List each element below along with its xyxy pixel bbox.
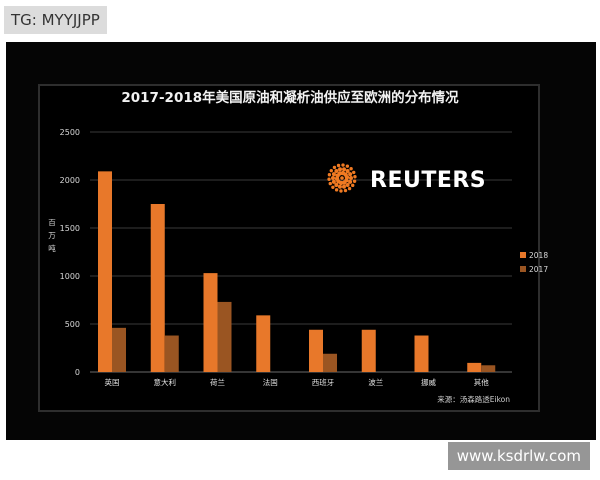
bar-2017	[164, 335, 179, 372]
reuters-logo-dot	[327, 177, 331, 181]
reuters-logo-dot	[347, 186, 352, 191]
site-watermark: www.ksdrlw.com	[447, 442, 590, 470]
y-tick-label: 1000	[60, 272, 80, 281]
reuters-logo-dot	[331, 185, 335, 189]
reuters-logo-dot	[345, 168, 350, 173]
y-tick-label: 500	[65, 320, 80, 329]
reuters-logo-dot	[340, 176, 344, 180]
bar-2018	[256, 315, 271, 372]
y-axis-label: 吨	[48, 243, 56, 253]
reuters-logo-dot	[338, 167, 343, 172]
bar-2017	[217, 301, 232, 372]
reuters-logo-dot	[352, 179, 357, 183]
bar-2017	[112, 327, 126, 372]
bar-2018	[203, 273, 218, 372]
reuters-logo-dot	[348, 172, 353, 177]
y-tick-label: 2000	[60, 176, 80, 185]
x-tick-label: 波兰	[368, 377, 383, 387]
y-tick-label: 2500	[60, 128, 80, 137]
reuters-logo-dot	[342, 167, 347, 172]
reuters-logo-dot	[348, 176, 353, 181]
x-tick-label: 荷兰	[210, 377, 225, 387]
bar-2018	[150, 204, 165, 372]
reuters-logo-dot	[331, 172, 336, 177]
y-axis-label: 万	[48, 231, 56, 240]
legend-label: 2018	[529, 251, 548, 260]
reuters-logo-dot	[334, 183, 339, 188]
legend-label: 2017	[529, 265, 548, 274]
reuters-logo-dot	[337, 184, 342, 189]
bar-2018	[98, 171, 112, 372]
reuters-logo-dot	[341, 184, 346, 189]
reuters-logo-dot	[328, 181, 332, 186]
bar-2018	[467, 362, 482, 372]
reuters-logo-dot	[351, 183, 355, 188]
reuters-logo-dot	[353, 175, 357, 179]
channel-tag: TG: MYYJJPP	[4, 6, 107, 34]
reuters-logo-dot	[348, 179, 353, 184]
x-tick-label: 法国	[263, 377, 278, 387]
reuters-logo-dot	[344, 175, 350, 180]
source-note: 来源：汤森路透Eikon	[437, 394, 510, 404]
reuters-logo-dot	[341, 163, 345, 167]
bar-2018	[361, 329, 376, 372]
reuters-logo-dot	[329, 168, 333, 173]
y-tick-label: 0	[75, 368, 80, 377]
y-axis-label: 百	[48, 218, 56, 227]
x-tick-label: 英国	[105, 377, 120, 387]
reuters-logo-dot	[336, 163, 341, 168]
reuters-wordmark: REUTERS	[370, 168, 486, 193]
reuters-logo-dot	[332, 165, 337, 170]
reuters-logo-dot	[327, 173, 332, 177]
reuters-logo-dot	[345, 183, 350, 188]
x-tick-label: 挪威	[421, 377, 436, 387]
bar-2018	[309, 329, 323, 372]
bar-2018	[414, 335, 429, 372]
y-tick-label: 1500	[60, 224, 80, 233]
reuters-logo-dot	[352, 170, 356, 175]
reuters-logo-dot	[345, 164, 350, 168]
reuters-logo-dot	[349, 167, 353, 171]
legend-swatch-2018	[520, 252, 526, 258]
x-tick-label: 意大利	[154, 377, 177, 387]
bar-2017	[323, 353, 337, 372]
bar-2017	[481, 365, 496, 372]
reuters-logo-dot	[331, 175, 336, 180]
reuters-logo-dot	[334, 168, 339, 173]
reuters-logo-dot	[334, 188, 339, 192]
chart-title: 2017-2018年美国原油和凝析油供应至欧洲的分布情况	[121, 90, 459, 106]
x-tick-label: 其他	[474, 377, 489, 387]
reuters-logo-dot	[331, 179, 336, 184]
reuters-logo-dot	[339, 189, 343, 193]
x-tick-label: 西班牙	[312, 377, 335, 387]
legend-swatch-2017	[520, 266, 526, 272]
reuters-logo-dot	[343, 188, 348, 193]
